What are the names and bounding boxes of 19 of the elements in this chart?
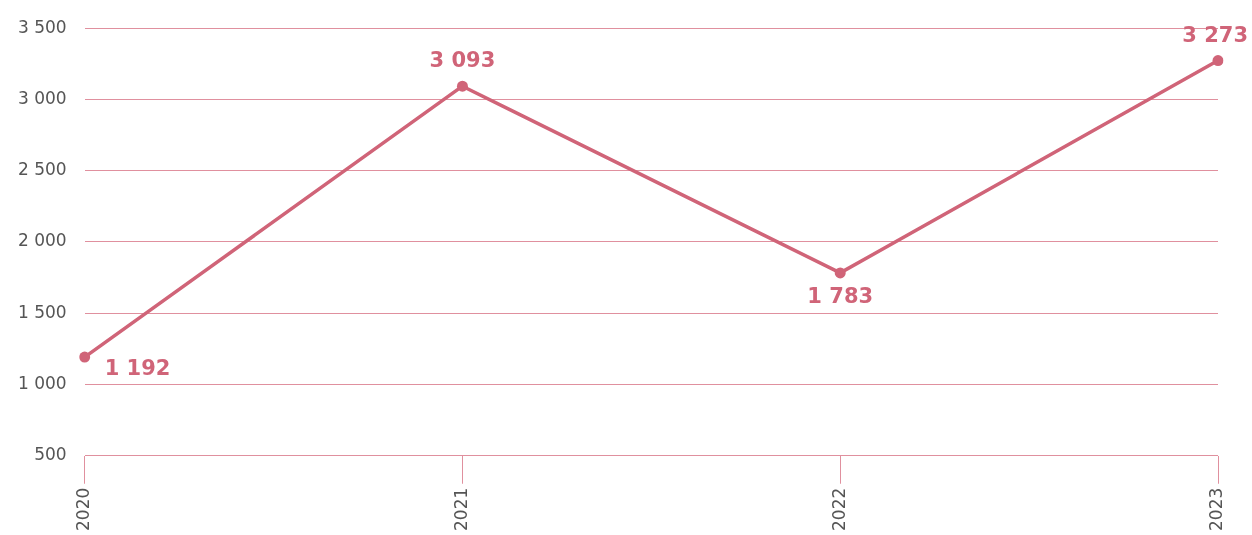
x-tick-label: 2022 <box>828 487 849 531</box>
y-tick-label: 2 000 <box>18 230 67 251</box>
y-tick-label: 1 000 <box>18 372 67 393</box>
point <box>79 351 91 363</box>
y-tick-label: 3 000 <box>18 87 67 108</box>
data-label: 1 783 <box>807 283 874 308</box>
y-tick-label: 2 500 <box>18 159 67 180</box>
x-tick-label: 2021 <box>450 487 471 531</box>
x-tick-label: 2023 <box>1206 487 1227 531</box>
y-tick-label: 500 <box>34 444 67 465</box>
point <box>456 80 468 92</box>
y-tick-label: 1 500 <box>18 301 67 322</box>
point <box>834 267 846 279</box>
y-tick-label: 3 500 <box>18 16 67 37</box>
x-tick-label: 2020 <box>73 487 94 531</box>
data-label: 1 192 <box>104 356 171 381</box>
data-label: 3 093 <box>429 48 496 73</box>
data-label: 3 273 <box>1182 22 1248 47</box>
point <box>1212 55 1224 67</box>
